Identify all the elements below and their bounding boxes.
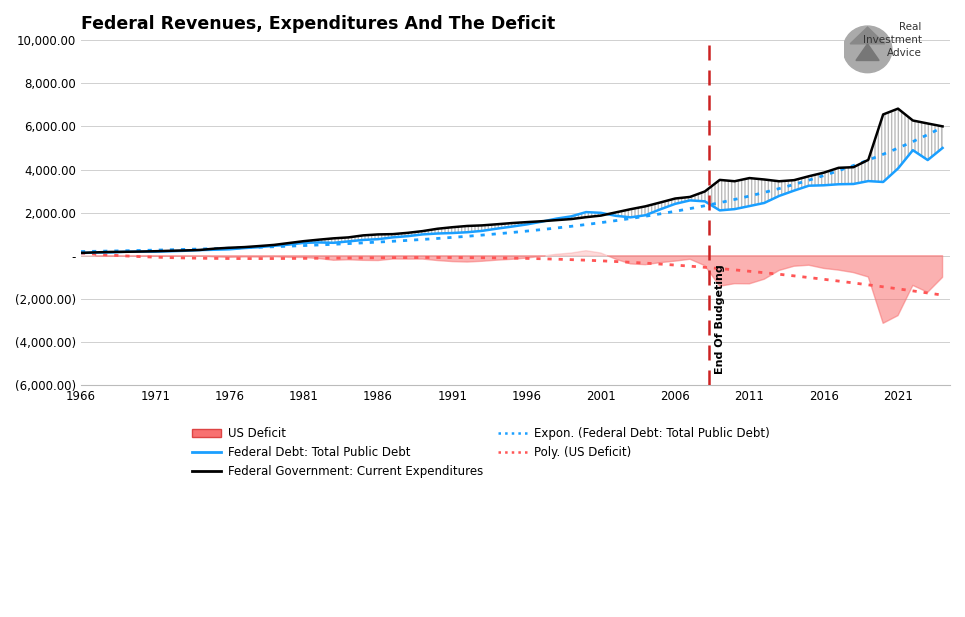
Circle shape xyxy=(843,26,892,73)
Text: Real
Investment
Advice: Real Investment Advice xyxy=(863,22,922,58)
Polygon shape xyxy=(856,44,879,60)
Legend: US Deficit, Federal Debt: Total Public Debt, Federal Government: Current Expendi: US Deficit, Federal Debt: Total Public D… xyxy=(187,423,775,482)
Text: End Of Budgeting: End Of Budgeting xyxy=(715,265,726,375)
Text: Federal Revenues, Expenditures And The Deficit: Federal Revenues, Expenditures And The D… xyxy=(81,15,555,33)
Polygon shape xyxy=(850,27,885,44)
